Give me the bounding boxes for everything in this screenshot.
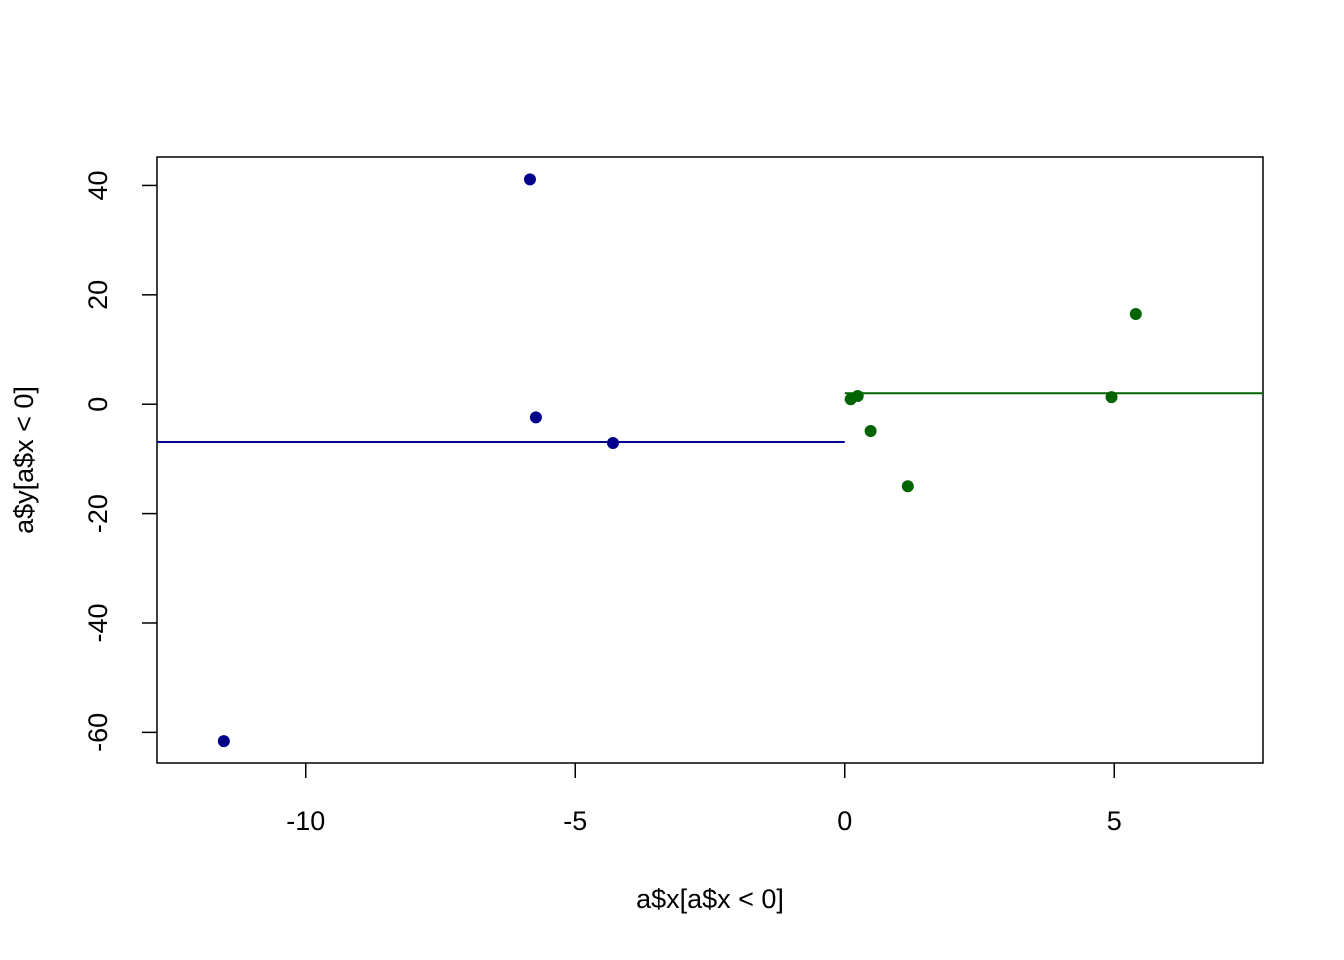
y-axis-label: a$y[a$x < 0]	[9, 386, 39, 534]
x-tick-label: -5	[563, 806, 587, 836]
point	[529, 411, 542, 424]
point	[864, 425, 877, 438]
point	[1105, 391, 1118, 404]
point	[851, 390, 864, 403]
x-tick-label: 5	[1107, 806, 1122, 836]
x-axis-label: a$x[a$x < 0]	[636, 884, 784, 914]
y-tick-label: -40	[83, 603, 113, 642]
point	[217, 735, 230, 748]
point	[523, 173, 536, 186]
y-tick-label: -20	[83, 494, 113, 533]
point	[901, 480, 914, 493]
y-tick-label: 20	[83, 280, 113, 310]
y-tick-label: 0	[83, 397, 113, 412]
y-tick-label: -60	[83, 713, 113, 752]
x-tick-label: -10	[286, 806, 325, 836]
point	[606, 437, 619, 450]
x-tick-label: 0	[837, 806, 852, 836]
point	[1129, 307, 1142, 320]
y-tick-label: 40	[83, 170, 113, 200]
plot-box	[156, 156, 1264, 764]
